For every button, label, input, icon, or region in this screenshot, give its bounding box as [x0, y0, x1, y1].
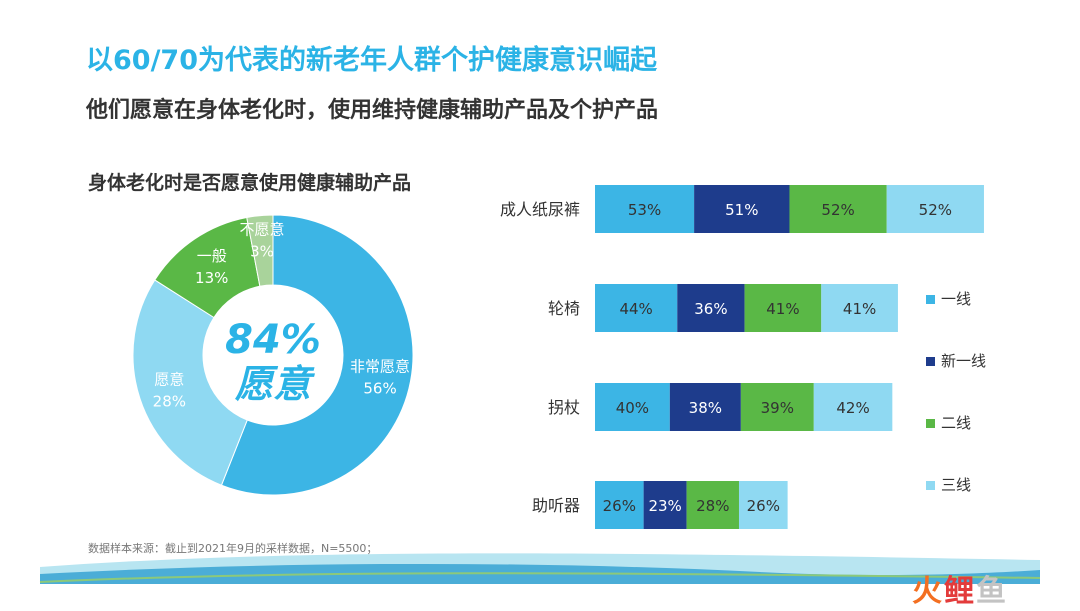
bar-category-label-1: 成人纸尿裤 [500, 200, 580, 219]
legend-label-3: 二线 [941, 414, 971, 432]
bar-value-label-4-2: 23% [648, 497, 681, 515]
bar-value-label-2-1: 44% [619, 300, 652, 318]
footnote: 数据样本来源：截止到2021年9月的采样数据，N=5500； [88, 542, 378, 555]
donut-slice-2 [132, 279, 248, 486]
donut-slice-label-3: 一般 [197, 247, 227, 265]
bar-segment-4-3 [686, 481, 739, 529]
bar-segment-3-1 [595, 383, 670, 431]
legend-label-4: 三线 [941, 476, 971, 494]
donut-slice-value-2: 28% [153, 393, 186, 411]
bar-segment-3-2 [669, 383, 741, 431]
legend-swatch-3 [926, 419, 935, 428]
bar-value-label-3-2: 38% [689, 399, 722, 417]
donut-chart-title: 身体老化时是否愿意使用健康辅助产品 [88, 172, 412, 194]
bar-value-label-1-2: 51% [725, 201, 758, 219]
bar-segment-4-4 [738, 481, 788, 529]
bar-value-label-3-1: 40% [616, 399, 649, 417]
bar-value-label-4-3: 28% [696, 497, 729, 515]
donut-slice-label-1: 非常愿意 [350, 357, 410, 375]
donut-slice-value-3: 13% [195, 269, 228, 287]
donut-slice-value-4: 3% [250, 243, 274, 261]
bar-value-label-2-3: 41% [766, 300, 799, 318]
donut-center-percent: 84% [225, 317, 321, 363]
bar-value-label-2-2: 36% [694, 300, 727, 318]
legend-swatch-4 [926, 481, 935, 490]
logo-char-2: 鲤 [944, 574, 976, 609]
bar-segment-2-4 [821, 284, 898, 332]
bar-value-label-4-4: 26% [747, 497, 780, 515]
bar-category-label-3: 拐杖 [548, 398, 580, 417]
donut-center-label: 愿意 [234, 362, 315, 406]
bar-value-label-3-3: 39% [761, 399, 794, 417]
bar-segment-3-4 [813, 383, 893, 431]
bar-segment-1-2 [694, 185, 790, 233]
donut-slice-label-2: 愿意 [154, 371, 184, 389]
bar-value-label-4-1: 26% [603, 497, 636, 515]
bar-segment-2-2 [677, 284, 745, 332]
page-title: 以60/70为代表的新老年人群个护健康意识崛起 [86, 45, 658, 76]
bar-segment-3-3 [740, 383, 814, 431]
legend-swatch-1 [926, 295, 935, 304]
bar-segment-1-3 [789, 185, 887, 233]
bar-value-label-1-4: 52% [919, 201, 952, 219]
bar-segment-4-1 [595, 481, 644, 529]
bar-segment-1-4 [886, 185, 984, 233]
legend-swatch-2 [926, 357, 935, 366]
page-subtitle: 他们愿意在身体老化时，使用维持健康辅助产品及个护产品 [86, 98, 659, 123]
legend-label-2: 新一线 [941, 352, 986, 370]
footer-wave-green [39, 572, 1041, 583]
brand-logo: 火鲤鱼 [912, 566, 1008, 610]
donut-slice-label-4: 不愿意 [239, 221, 284, 239]
bar-value-label-3-4: 42% [836, 399, 869, 417]
bar-segment-1-1 [595, 185, 695, 233]
donut-slice-value-1: 56% [363, 379, 396, 397]
donut-slice-1 [220, 214, 414, 496]
logo-char-1: 火 [912, 574, 944, 609]
donut-slice-4 [246, 214, 274, 287]
bar-category-label-4: 助听器 [532, 496, 580, 515]
bar-value-label-1-3: 52% [821, 201, 854, 219]
legend-label-1: 一线 [941, 290, 971, 308]
bar-segment-2-3 [744, 284, 822, 332]
bar-value-label-2-4: 41% [843, 300, 876, 318]
bar-category-label-2: 轮椅 [548, 299, 580, 318]
bar-segment-2-1 [595, 284, 678, 332]
logo-char-3: 鱼 [976, 574, 1008, 609]
bar-value-label-1-1: 53% [628, 201, 661, 219]
bar-segment-4-2 [643, 481, 687, 529]
